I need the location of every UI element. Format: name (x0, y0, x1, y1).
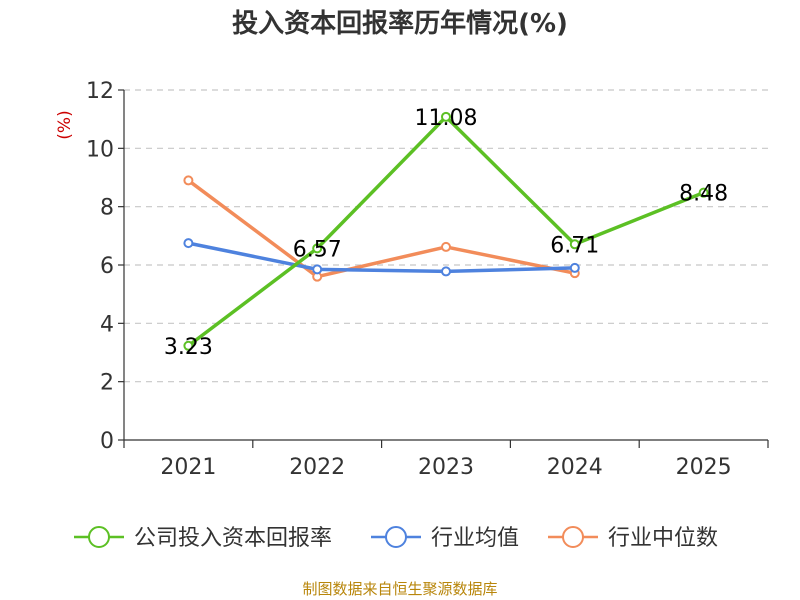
data-labels: 3.23 6.57 11.08 6.71 8.48 (164, 106, 728, 360)
x-tick-label: 2024 (547, 455, 603, 480)
data-point (441, 111, 451, 122)
y-tick-label: 12 (86, 79, 114, 104)
legend-marker (385, 526, 407, 548)
legend-marker (562, 526, 584, 548)
data-point (698, 187, 709, 198)
y-tick-label: 6 (100, 254, 114, 279)
y-tick-label: 4 (100, 312, 114, 337)
data-label: 6.71 (550, 233, 599, 258)
data-point (183, 340, 194, 351)
series-group (183, 111, 709, 351)
y-tick-label: 2 (100, 371, 114, 396)
data-point (441, 266, 451, 277)
y-axis-unit: (%) (55, 110, 75, 139)
x-tick-label: 2023 (418, 455, 474, 480)
legend-marker (88, 526, 110, 548)
legend-label: 行业中位数 (608, 526, 718, 551)
x-tick-label: 2021 (160, 455, 216, 480)
grid (124, 89, 768, 383)
data-point (569, 239, 580, 250)
data-label: 8.48 (679, 182, 728, 207)
y-tick-label: 8 (100, 196, 114, 221)
data-point (312, 264, 323, 275)
data-point (183, 238, 194, 249)
legend-label: 公司投入资本回报率 (134, 526, 332, 551)
data-point (312, 243, 323, 254)
data-point (569, 262, 580, 273)
series-line (187, 115, 705, 348)
y-tick-label: 0 (100, 429, 114, 454)
y-tick-label: 10 (86, 137, 114, 162)
series-line (188, 241, 575, 274)
data-label: 6.57 (293, 237, 342, 262)
chart-title: 投入资本回报率历年情况(%) (232, 8, 568, 39)
legend-label: 行业均值 (431, 526, 519, 551)
legend: 公司投入资本回报率 行业均值 行业中位数 (74, 526, 718, 551)
data-label: 3.23 (164, 335, 213, 360)
data-point (441, 241, 451, 252)
data-point (183, 175, 194, 186)
data-label: 11.08 (415, 106, 478, 131)
source-note: 制图数据来自恒生聚源数据库 (302, 580, 497, 598)
x-tick-label: 2025 (676, 455, 732, 480)
x-tick-label: 2022 (289, 455, 345, 480)
axes: 0 2 4 6 8 10 12 2021 2022 2023 2024 2025 (86, 79, 769, 480)
series-line (187, 179, 576, 279)
